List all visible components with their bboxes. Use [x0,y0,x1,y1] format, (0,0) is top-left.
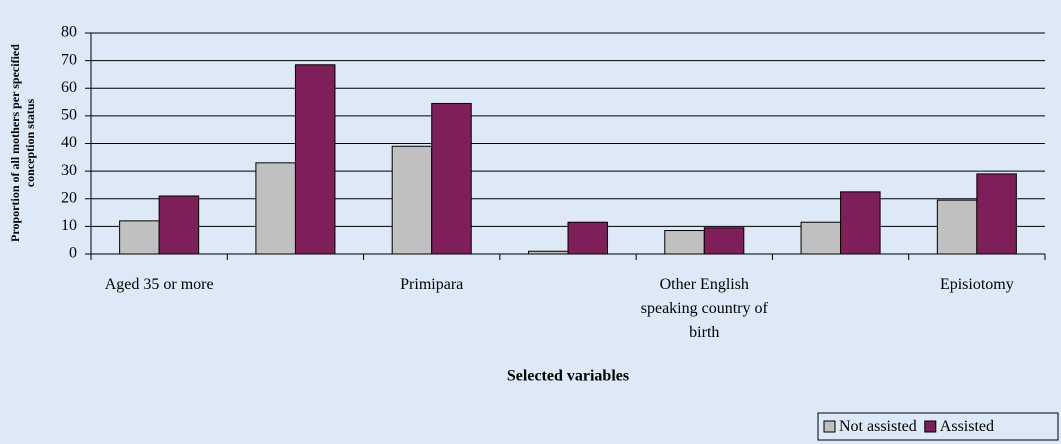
y-tick-label: 30 [61,162,77,179]
legend-swatch [823,420,836,433]
y-axis-label: conception status [23,99,37,188]
legend-label: Not assisted [839,418,917,435]
bar [527,250,569,255]
bar [391,145,433,255]
x-tick-label: Aged 35 or more [104,276,214,293]
bar [936,199,978,255]
y-tick-label: 20 [61,189,77,206]
y-tick-label: 50 [61,107,77,124]
x-tick-label: Primipara [400,276,464,293]
bar [158,195,200,255]
bar [976,173,1017,255]
bar [119,220,160,255]
bar [840,191,881,255]
legend-swatch [924,420,937,433]
y-tick-label: 70 [61,51,77,68]
y-tick-label: 60 [61,79,77,96]
y-tick-label: 10 [61,217,77,234]
y-axis-label: Proportion of all mothers per specified [8,44,22,242]
legend-label: Assisted [940,418,994,435]
bar [431,102,472,255]
x-tick-label: Episiotomy [939,276,1014,293]
x-tick-label: Other English speaking country of birth [640,276,768,341]
bar [294,64,336,255]
bar [703,227,745,255]
y-tick-label: 80 [61,24,77,41]
bar [255,162,296,255]
legend-box [817,412,1059,441]
y-tick-label: 0 [69,245,77,262]
y-tick-label: 40 [61,134,77,151]
bar [664,230,705,255]
bar [567,221,609,255]
bar [800,221,842,255]
x-axis-label: Selected variables [507,368,629,385]
